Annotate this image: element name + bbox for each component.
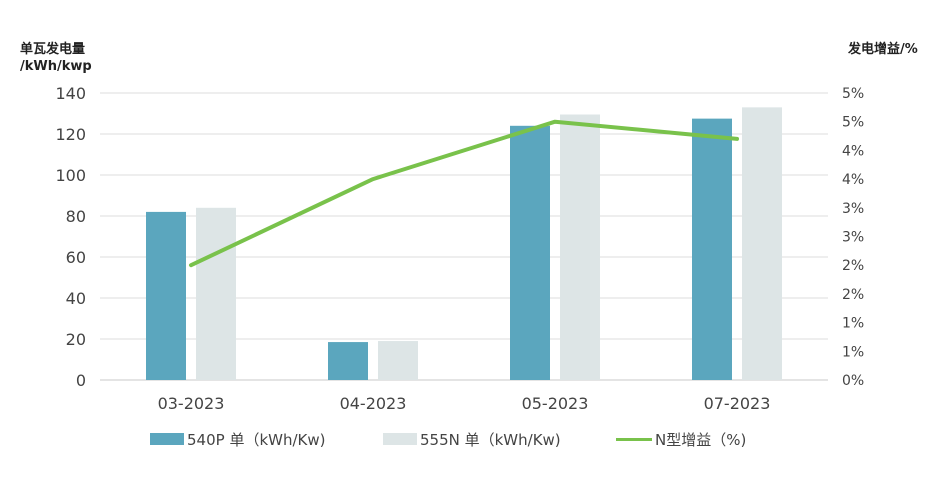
- n-gain-line: [189, 119, 739, 268]
- y-left-tick-label: 40: [66, 289, 86, 308]
- left-axis-title-line2: /kWh/kwp: [20, 59, 92, 74]
- y-right-tick-label: 0%: [842, 373, 864, 389]
- y-right-tick-label: 3%: [842, 230, 864, 246]
- y-right-tick-label: 2%: [842, 287, 864, 303]
- right-axis-title: 发电增益/%: [848, 42, 918, 57]
- y-right-tick-label: 2%: [842, 258, 864, 274]
- bar: [146, 211, 186, 380]
- bar: [510, 125, 550, 380]
- y-left-tick-label: 140: [55, 84, 86, 103]
- left-axis-title-line1: 单瓦发电量: [20, 42, 86, 57]
- x-tick-label: 07-2023: [704, 394, 771, 413]
- bar: [742, 107, 782, 380]
- legend: 540P 单（kWh/Kw) 555N 单（kWh/Kw) N型增益（%): [0, 428, 932, 450]
- y-right-tick-label: 3%: [842, 201, 864, 217]
- legend-swatch-555n: [383, 433, 417, 445]
- legend-label-555n: 555N 单（kWh/Kw): [420, 430, 561, 449]
- legend-label-540p: 540P 单（kWh/Kw): [187, 430, 326, 449]
- x-tick-label: 05-2023: [522, 394, 589, 413]
- bar: [692, 118, 732, 380]
- y-left-tick-label: 0: [76, 371, 86, 390]
- y-right-tick-label: 5%: [842, 115, 864, 131]
- y-left-tick-label: 20: [66, 330, 86, 349]
- legend-item-555n: 555N 单（kWh/Kw): [383, 428, 561, 450]
- y-right-tick-label: 1%: [842, 316, 864, 332]
- bar: [328, 342, 368, 380]
- legend-item-540p: 540P 单（kWh/Kw): [150, 428, 325, 450]
- legend-swatch-540p: [150, 433, 184, 445]
- y-left-tick-label: 100: [55, 166, 86, 185]
- y-left-tick-label: 80: [66, 207, 86, 226]
- x-tick-label: 04-2023: [340, 394, 407, 413]
- left-axis-title: 单瓦发电量 /kWh/kwp: [20, 41, 92, 75]
- y-right-tick-label: 5%: [842, 86, 864, 102]
- y-right-tick-label: 1%: [842, 344, 864, 360]
- legend-swatch-n-gain: [616, 437, 652, 441]
- x-tick-label: 03-2023: [158, 394, 225, 413]
- legend-label-n-gain: N型增益（%): [655, 430, 747, 449]
- y-left-tick-label: 60: [66, 248, 86, 267]
- bar: [560, 114, 600, 381]
- y-right-tick-label: 4%: [842, 172, 864, 188]
- legend-item-n-gain: N型增益（%): [616, 428, 746, 450]
- bar: [378, 341, 418, 380]
- y-right-tick-label: 4%: [842, 143, 864, 159]
- y-left-tick-label: 120: [55, 125, 86, 144]
- bar: [196, 207, 236, 380]
